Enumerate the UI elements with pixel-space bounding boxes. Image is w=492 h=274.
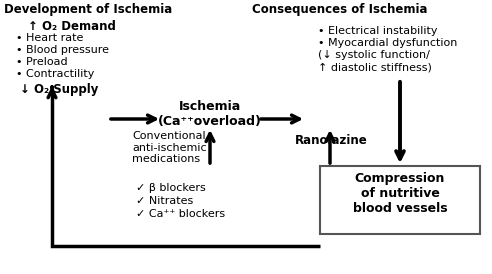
- Text: ✓ Ca⁺⁺ blockers: ✓ Ca⁺⁺ blockers: [136, 209, 225, 219]
- Text: Ranolazine: Ranolazine: [295, 134, 368, 147]
- Text: ↑ diastolic stiffness): ↑ diastolic stiffness): [318, 62, 432, 72]
- Text: • Blood pressure: • Blood pressure: [16, 45, 109, 55]
- Bar: [320, 166, 480, 234]
- Text: (↓ systolic function/: (↓ systolic function/: [318, 50, 430, 60]
- Text: Consequences of Ischemia: Consequences of Ischemia: [252, 3, 428, 16]
- Text: Conventional
anti-ischemic
medications: Conventional anti-ischemic medications: [132, 131, 207, 164]
- Text: Development of Ischemia: Development of Ischemia: [4, 3, 172, 16]
- Text: Compression
of nutritive
blood vessels: Compression of nutritive blood vessels: [353, 172, 447, 215]
- Text: • Contractility: • Contractility: [16, 69, 94, 79]
- Text: • Myocardial dysfunction: • Myocardial dysfunction: [318, 38, 458, 48]
- Text: • Electrical instability: • Electrical instability: [318, 26, 437, 36]
- Text: ✓ Nitrates: ✓ Nitrates: [136, 196, 193, 206]
- Text: ✓ β blockers: ✓ β blockers: [136, 183, 206, 193]
- Text: ↓ O₂ Supply: ↓ O₂ Supply: [20, 83, 98, 96]
- Text: • Preload: • Preload: [16, 57, 67, 67]
- Text: ↑ O₂ Demand: ↑ O₂ Demand: [28, 20, 116, 33]
- Text: • Heart rate: • Heart rate: [16, 33, 83, 43]
- Text: Ischemia
(Ca⁺⁺overload): Ischemia (Ca⁺⁺overload): [158, 100, 262, 128]
